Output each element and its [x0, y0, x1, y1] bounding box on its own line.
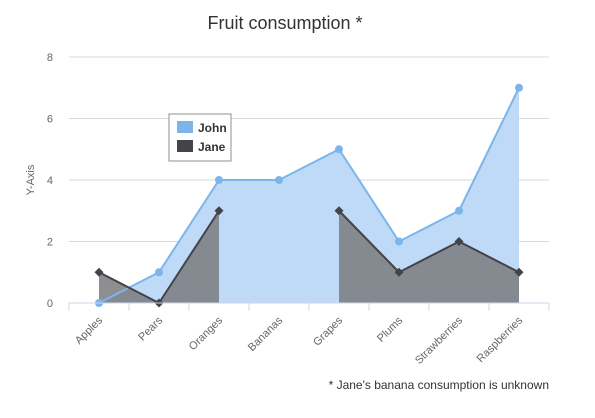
legend-item-john[interactable]: John	[177, 121, 227, 135]
x-tick-label: Strawberries	[413, 314, 465, 366]
series-line[interactable]	[338, 210, 520, 274]
y-tick-label: 0	[47, 298, 53, 310]
x-tick-label: Bananas	[246, 314, 286, 354]
data-point[interactable]	[394, 267, 404, 277]
x-tick-label: Plums	[375, 314, 405, 344]
x-tick-label: Apples	[73, 314, 106, 347]
y-tick-label: 8	[47, 52, 53, 64]
data-point[interactable]	[214, 206, 224, 216]
legend-label-john: John	[198, 121, 227, 135]
series-markers	[94, 83, 524, 308]
y-tick-label: 4	[47, 175, 53, 187]
x-tick-label: Pears	[136, 314, 165, 343]
chart-title: Fruit consumption *	[207, 13, 362, 33]
x-tick-label: Grapes	[311, 314, 345, 348]
data-point[interactable]	[334, 206, 344, 216]
legend-swatch-jane	[177, 140, 193, 152]
data-point[interactable]	[454, 237, 464, 246]
y-tick-label: 2	[47, 237, 53, 249]
y-tick-label: 6	[47, 114, 53, 126]
series-area	[99, 210, 219, 303]
series-line[interactable]	[98, 87, 520, 304]
legend[interactable]: John Jane	[168, 113, 232, 162]
data-point[interactable]	[155, 268, 163, 277]
axes	[68, 302, 550, 311]
data-point[interactable]	[515, 83, 523, 92]
data-point[interactable]	[215, 176, 223, 184]
legend-item-jane[interactable]: Jane	[177, 140, 226, 154]
credits-note: * Jane's banana consumption is unknown	[329, 378, 549, 392]
legend-label-jane: Jane	[198, 140, 226, 154]
data-point[interactable]	[514, 267, 524, 277]
x-tick-label: Raspberries	[475, 314, 526, 365]
data-point[interactable]	[395, 237, 403, 246]
x-tick-label: Oranges	[187, 314, 226, 353]
data-point[interactable]	[275, 176, 283, 184]
data-point[interactable]	[455, 206, 463, 215]
data-point[interactable]	[94, 267, 104, 277]
data-point[interactable]	[335, 145, 343, 154]
y-axis-title: Y-Axis	[25, 164, 37, 195]
legend-swatch-john	[177, 121, 193, 133]
